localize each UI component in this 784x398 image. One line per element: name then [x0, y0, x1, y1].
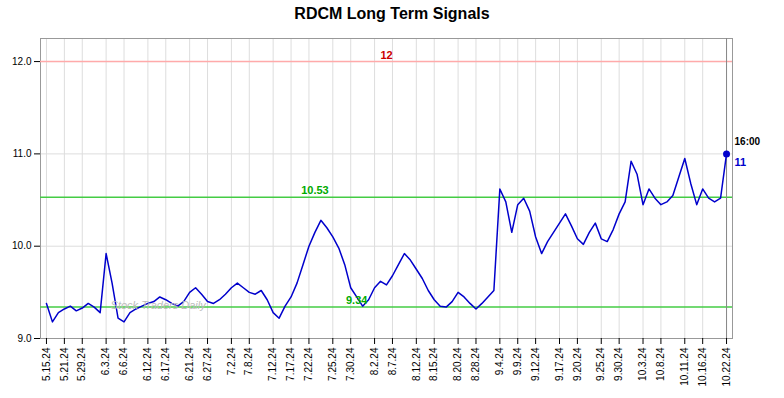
svg-text:10.22.24: 10.22.24 [721, 347, 732, 386]
svg-text:7.12.24: 7.12.24 [267, 347, 278, 381]
svg-text:9.0: 9.0 [18, 333, 32, 344]
html-text:RDCM Long Term Signals: RDCM Long Term Signals [294, 5, 490, 22]
svg-text:8.7.24: 8.7.24 [387, 347, 398, 375]
svg-text:5.29.24: 5.29.24 [76, 347, 87, 381]
svg-text:6.17.24: 6.17.24 [160, 347, 171, 381]
svg-text:6.27.24: 6.27.24 [202, 347, 213, 381]
svg-text:9.30.24: 9.30.24 [613, 347, 624, 381]
svg-text:12: 12 [380, 49, 392, 61]
svg-text:10.11.24: 10.11.24 [679, 347, 690, 386]
svg-text:9.17.24: 9.17.24 [554, 347, 565, 381]
svg-text:6.12.24: 6.12.24 [142, 347, 153, 381]
svg-text:12.0: 12.0 [12, 56, 32, 67]
svg-text:9.9.24: 9.9.24 [512, 347, 523, 375]
svg-text:Stock Traders Daily: Stock Traders Daily [111, 299, 208, 311]
svg-text:8.12.24: 8.12.24 [411, 347, 422, 381]
svg-text:5.21.24: 5.21.24 [59, 347, 70, 381]
svg-text:9.12.24: 9.12.24 [530, 347, 541, 381]
svg-text:9.25.24: 9.25.24 [595, 347, 606, 381]
svg-text:8.15.24: 8.15.24 [428, 347, 439, 381]
svg-text:10.0: 10.0 [12, 240, 32, 251]
svg-text:11: 11 [735, 156, 747, 168]
svg-text:9.4.24: 9.4.24 [494, 347, 505, 375]
svg-text:8.2.24: 8.2.24 [369, 347, 380, 375]
svg-text:6.6.24: 6.6.24 [118, 347, 129, 375]
svg-text:10.53: 10.53 [301, 184, 329, 196]
svg-text:7.30.24: 7.30.24 [345, 347, 356, 381]
svg-text:10.3.24: 10.3.24 [637, 347, 648, 381]
svg-text:11.0: 11.0 [13, 148, 32, 159]
svg-text:6.21.24: 6.21.24 [184, 347, 195, 381]
svg-text:6.3.24: 6.3.24 [100, 347, 111, 375]
svg-text:9.20.24: 9.20.24 [572, 347, 583, 381]
svg-text:10.16.24: 10.16.24 [697, 347, 708, 386]
svg-text:7.8.24: 7.8.24 [243, 347, 254, 375]
svg-text:9.34: 9.34 [346, 294, 368, 306]
svg-text:10.8.24: 10.8.24 [655, 347, 666, 381]
svg-text:8.20.24: 8.20.24 [452, 347, 463, 381]
svg-text:7.25.24: 7.25.24 [327, 347, 338, 381]
svg-text:7.22.24: 7.22.24 [303, 347, 314, 381]
svg-text:7.2.24: 7.2.24 [226, 347, 237, 375]
svg-text:5.15.24: 5.15.24 [41, 347, 52, 381]
svg-text:8.28.24: 8.28.24 [470, 347, 481, 381]
svg-text:16:00: 16:00 [735, 136, 761, 147]
svg-text:7.17.24: 7.17.24 [285, 347, 296, 381]
